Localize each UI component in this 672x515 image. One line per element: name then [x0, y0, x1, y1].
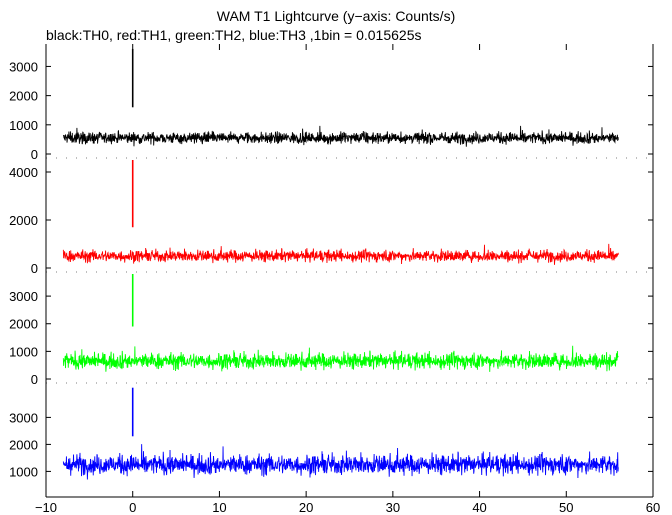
x-tick-label: 40: [472, 500, 486, 515]
y-tick-label: 0: [31, 261, 38, 276]
y-tick-label: 4000: [9, 165, 38, 180]
y-tick-label: 3000: [9, 289, 38, 304]
series-line-th1: [63, 244, 618, 265]
series-line-th0: [63, 126, 618, 147]
series-line-th3: [63, 444, 618, 479]
x-tick-label: 10: [212, 500, 226, 515]
x-tick-label: 0: [129, 500, 136, 515]
x-tick-label: −10: [35, 500, 57, 515]
x-tick-label: 50: [559, 500, 573, 515]
x-tick-label: 30: [386, 500, 400, 515]
y-tick-label: 2000: [9, 317, 38, 332]
y-tick-label: 2000: [9, 437, 38, 452]
x-tick-label: 60: [646, 500, 660, 515]
y-tick-label: 3000: [9, 410, 38, 425]
series-line-th2: [63, 346, 618, 372]
y-tick-label: 0: [31, 147, 38, 162]
panels-group: 0 1000 2000 3000 0 2000 4000 0 1000 2000 3000 1000 2…: [9, 49, 653, 480]
y-tick-label: 1000: [9, 344, 38, 359]
y-tick-label: 3000: [9, 59, 38, 74]
panel-th2: 0 1000 2000 3000: [9, 272, 653, 387]
x-tick-label: 20: [299, 500, 313, 515]
y-tick-label: 2000: [9, 213, 38, 228]
y-tick-label: 2000: [9, 89, 38, 104]
y-tick-label: 0: [31, 372, 38, 387]
y-tick-label: 1000: [9, 464, 38, 479]
x-axis: −10 0 10 20 30 40 50 60: [35, 44, 660, 515]
panel-th3: 1000 2000 3000: [9, 383, 653, 480]
panel-th0: 0 1000 2000 3000: [9, 49, 653, 162]
plot-frame: [46, 44, 653, 497]
panel-th1: 0 2000 4000: [9, 158, 653, 276]
y-tick-label: 1000: [9, 118, 38, 133]
